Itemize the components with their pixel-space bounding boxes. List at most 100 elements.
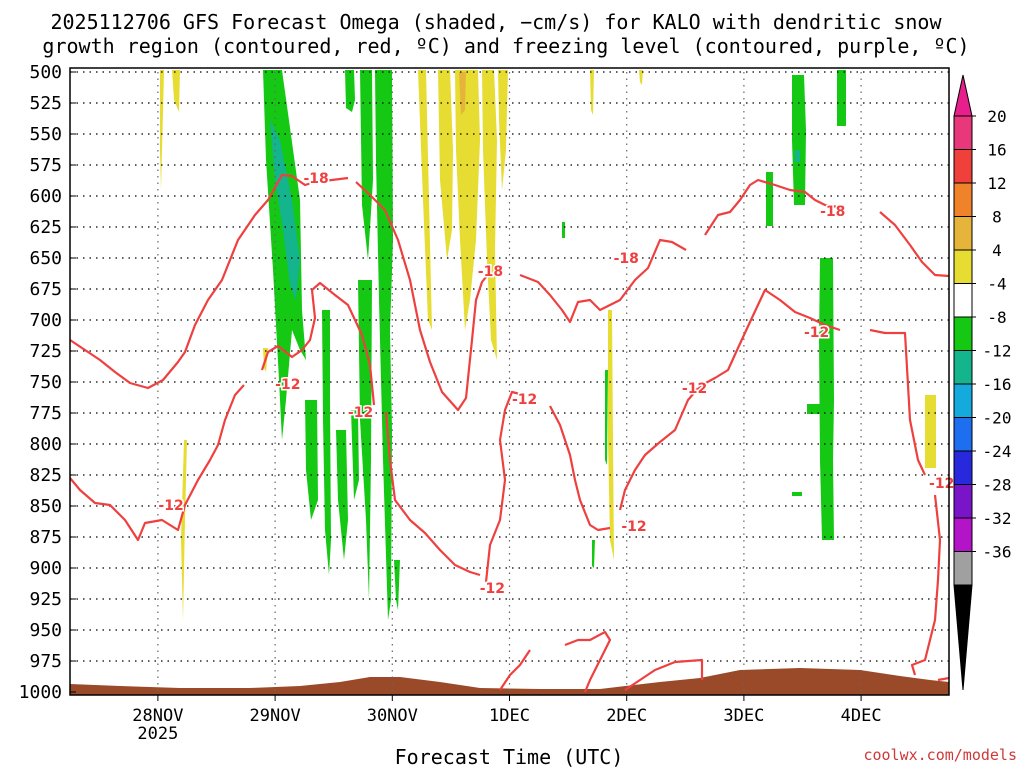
omega-shade-yellow	[590, 70, 594, 115]
y-axis: 500 525 550 575 600 625 650 675 700 725 750 775 800 8…	[19, 62, 76, 703]
colorbar-swatch	[953, 249, 973, 284]
omega-shade-green	[360, 70, 373, 260]
contour-12-left	[69, 384, 245, 542]
omega-negative-shading	[263, 70, 846, 620]
omega-shade-green	[792, 75, 806, 205]
colorbar-label: -8	[987, 308, 1006, 327]
colorbar-swatch	[953, 417, 973, 452]
contour-label: -12	[929, 476, 954, 492]
colorbar-label: -32	[983, 509, 1012, 528]
colorbar-label: 20	[987, 107, 1006, 126]
chart-title-line2: growth region (contoured, red, ºC) and f…	[42, 34, 969, 58]
colorbar-label: -36	[983, 543, 1012, 562]
omega-shade-green	[792, 492, 802, 496]
colorbar-label: 8	[992, 208, 1002, 227]
x-tick-label: 1DEC	[489, 706, 530, 726]
y-tick-label: 850	[29, 496, 62, 517]
contour-label: -12	[512, 392, 537, 408]
omega-shade-yellow	[455, 70, 480, 330]
x-tick-label: 30NOV	[367, 706, 418, 726]
credit-text: coolwx.com/models	[863, 746, 1017, 764]
y-tick-label: 575	[29, 155, 62, 176]
y-tick-label: 675	[29, 279, 62, 300]
y-tick-label: 775	[29, 403, 62, 424]
x-tick-label: 3DEC	[723, 706, 764, 726]
y-tick-label: 725	[29, 341, 62, 362]
y-tick-label: 750	[29, 372, 62, 393]
omega-shade-yellow	[181, 440, 187, 620]
y-tick-label: 525	[29, 93, 62, 114]
contour-label: -18	[614, 251, 639, 267]
y-tick-label: 875	[29, 527, 62, 548]
y-tick-label: 550	[29, 124, 62, 145]
omega-shade-green	[766, 172, 773, 226]
y-tick-label: 625	[29, 217, 62, 238]
contour-18-right-end	[879, 211, 950, 278]
contour-12-tail	[937, 676, 950, 682]
x-tick-label: 4DEC	[841, 706, 882, 726]
colorbar-swatch	[953, 383, 973, 418]
omega-shade-yellow	[482, 70, 497, 360]
omega-shade-green	[819, 258, 834, 540]
dgz-contours	[69, 173, 950, 693]
contour-label: -12	[682, 381, 707, 397]
plot-background	[70, 68, 949, 695]
y-tick-label: 1000	[19, 682, 62, 703]
omega-shade-yellow	[438, 70, 453, 260]
contour-label: -12	[621, 519, 646, 535]
colorbar-swatch	[953, 115, 973, 150]
x-tick-label: 28NOV	[132, 706, 183, 726]
colorbar-swatch	[953, 182, 973, 217]
contour-label: -18	[303, 171, 328, 187]
colorbar-label: 12	[987, 174, 1006, 193]
omega-shade-green	[807, 404, 820, 414]
colorbar-swatch	[953, 316, 973, 351]
colorbar-label: -24	[983, 442, 1012, 461]
omega-shade-green	[305, 400, 318, 520]
chart-title-line1: 2025112706 GFS Forecast Omega (shaded, −…	[50, 10, 942, 34]
omega-shade-yellow	[925, 395, 936, 468]
colorbar-swatch	[953, 283, 973, 318]
omega-shade-green	[562, 222, 565, 238]
omega-shade-green	[322, 310, 331, 575]
omega-shade-yellow	[160, 70, 164, 190]
omega-shade-green	[345, 70, 355, 112]
contour-label: -12	[275, 377, 300, 393]
colorbar-label: -12	[983, 342, 1012, 361]
contour-labels: -18 -18 -18 -18 -12 -12 -12 -12 -12 -12 -12 -12 -12	[157, 170, 956, 599]
y-tick-label: 600	[29, 186, 62, 207]
terrain	[70, 668, 949, 695]
omega-shade-teal	[270, 120, 300, 300]
colorbar-label: -28	[983, 476, 1012, 495]
colorbar-bottom-triangle	[953, 584, 973, 691]
contour-label: -12	[348, 405, 373, 421]
omega-shade-green	[375, 70, 393, 620]
colorbar-label: -16	[983, 375, 1012, 394]
contour-12-dec1-b	[549, 405, 611, 532]
colorbar-swatch	[953, 484, 973, 519]
omega-shade-orange	[459, 72, 466, 115]
omega-shade-yellow	[172, 70, 180, 112]
colorbar-label: 16	[987, 141, 1006, 160]
contour-12-dec2	[618, 288, 841, 511]
omega-shade-green	[351, 410, 359, 500]
omega-shade-yellow	[639, 70, 643, 85]
y-tick-label: 900	[29, 558, 62, 579]
omega-shade-green	[394, 560, 400, 610]
colorbar-top-triangle	[953, 74, 973, 117]
colorbar-label: -20	[983, 409, 1012, 428]
contour-12-upper-curve	[260, 281, 376, 406]
omega-shade-teal	[795, 150, 800, 162]
omega-positive-shading	[160, 70, 936, 620]
contour-18-upper-right	[704, 178, 846, 236]
x-tick-sublabel: 2025	[137, 724, 178, 744]
contour-12-right	[869, 328, 926, 476]
y-tick-label: 650	[29, 248, 62, 269]
contour-label: -12	[804, 325, 829, 341]
contour-12-middle	[384, 411, 481, 577]
colorbar-swatch	[953, 450, 973, 485]
omega-shade-green	[336, 430, 348, 560]
y-tick-label: 925	[29, 589, 62, 610]
omega-shade-green	[605, 370, 608, 465]
colorbar-swatch	[953, 551, 973, 586]
